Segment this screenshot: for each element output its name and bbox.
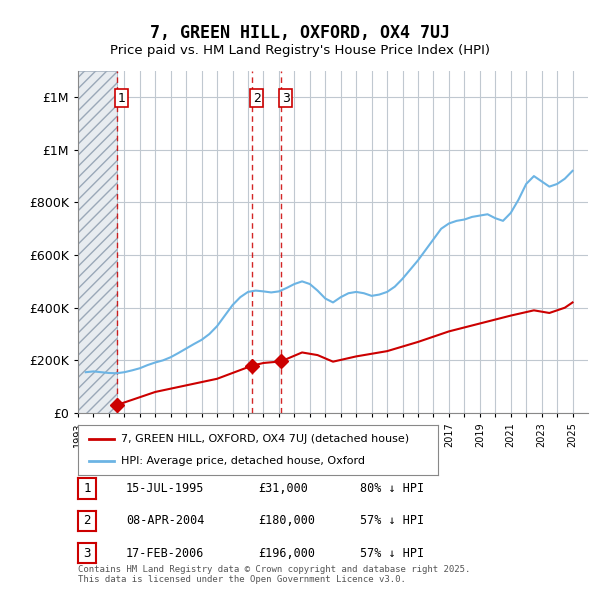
Text: 1: 1 <box>83 482 91 495</box>
Text: 1: 1 <box>118 91 126 104</box>
Text: 2: 2 <box>83 514 91 527</box>
Text: 15-JUL-1995: 15-JUL-1995 <box>126 482 205 495</box>
Text: £196,000: £196,000 <box>258 547 315 560</box>
Text: £180,000: £180,000 <box>258 514 315 527</box>
Text: 7, GREEN HILL, OXFORD, OX4 7UJ: 7, GREEN HILL, OXFORD, OX4 7UJ <box>150 24 450 42</box>
Text: 3: 3 <box>281 91 289 104</box>
Bar <box>78 71 117 413</box>
Text: 2: 2 <box>253 91 261 104</box>
Text: 3: 3 <box>83 547 91 560</box>
Text: 7, GREEN HILL, OXFORD, OX4 7UJ (detached house): 7, GREEN HILL, OXFORD, OX4 7UJ (detached… <box>121 434 409 444</box>
Text: £31,000: £31,000 <box>258 482 308 495</box>
Text: 80% ↓ HPI: 80% ↓ HPI <box>360 482 424 495</box>
Text: 17-FEB-2006: 17-FEB-2006 <box>126 547 205 560</box>
Text: 57% ↓ HPI: 57% ↓ HPI <box>360 514 424 527</box>
Text: 08-APR-2004: 08-APR-2004 <box>126 514 205 527</box>
Text: 57% ↓ HPI: 57% ↓ HPI <box>360 547 424 560</box>
Text: HPI: Average price, detached house, Oxford: HPI: Average price, detached house, Oxfo… <box>121 456 365 466</box>
Text: Contains HM Land Registry data © Crown copyright and database right 2025.
This d: Contains HM Land Registry data © Crown c… <box>78 565 470 584</box>
Text: Price paid vs. HM Land Registry's House Price Index (HPI): Price paid vs. HM Land Registry's House … <box>110 44 490 57</box>
